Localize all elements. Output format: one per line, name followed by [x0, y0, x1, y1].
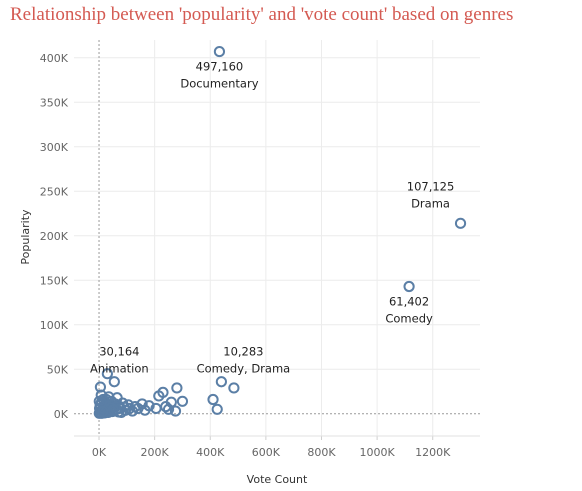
data-point: [176, 395, 189, 407]
y-tick-label: 300K: [40, 141, 69, 154]
data-label: Comedy, Drama: [197, 362, 291, 376]
data-label: Comedy: [385, 311, 433, 325]
data-point: [228, 382, 240, 394]
y-tick-label: 250K: [40, 185, 69, 198]
point-layer: [93, 45, 467, 419]
data-point: [94, 381, 107, 393]
data-point: [403, 280, 415, 293]
data-label: 10,283: [223, 345, 263, 359]
x-tick-label: 1000K: [360, 446, 396, 459]
data-label: 107,125: [407, 179, 455, 193]
data-point: [118, 401, 130, 413]
data-label: 61,402: [389, 294, 429, 308]
data-point: [102, 406, 114, 419]
x-tick-label: 1200K: [415, 446, 451, 459]
x-tick-label: 200K: [141, 446, 170, 459]
data-point: [101, 368, 113, 380]
x-tick-label: 0K: [92, 446, 107, 459]
y-axis-label: Popularity: [19, 209, 32, 265]
data-label: Drama: [411, 196, 450, 210]
y-tick-label: 400K: [40, 52, 69, 65]
data-point: [150, 402, 162, 415]
data-point: [153, 390, 165, 402]
data-point: [207, 393, 219, 406]
axis-layer: 0K 50K 100K 150K 200K 250K 300K 350K 400K 0K 200K 4…: [40, 40, 480, 459]
data-label: 497,160: [196, 60, 244, 74]
y-tick-label: 0K: [54, 408, 69, 421]
data-point: [169, 405, 182, 417]
data-label: 30,164: [99, 345, 139, 359]
data-point: [454, 217, 467, 229]
chart-title: Relationship between 'popularity' and 'v…: [10, 4, 514, 25]
data-point: [108, 376, 120, 388]
data-point: [213, 45, 226, 58]
data-point: [124, 402, 136, 415]
data-point: [211, 403, 223, 415]
grid-layer: [74, 40, 480, 436]
data-point: [129, 401, 141, 413]
data-point: [215, 376, 227, 388]
y-tick-label: 50K: [47, 363, 69, 376]
y-tick-label: 150K: [40, 274, 69, 287]
x-tick-label: 800K: [307, 446, 336, 459]
data-point: [112, 399, 124, 411]
x-axis-label: Vote Count: [247, 473, 308, 486]
data-point: [171, 382, 183, 394]
annotation-layer: 497,160 Documentary 107,125 Drama 61,402 Come…: [90, 60, 454, 376]
y-tick-label: 100K: [40, 319, 69, 332]
data-label: Animation: [90, 362, 149, 376]
x-tick-label: 600K: [252, 446, 281, 459]
data-label: Documentary: [180, 77, 258, 91]
y-tick-label: 350K: [40, 96, 69, 109]
data-point: [162, 403, 175, 415]
x-tick-label: 400K: [196, 446, 225, 459]
data-point: [97, 405, 109, 418]
data-point: [139, 404, 151, 416]
y-tick-label: 200K: [40, 230, 69, 243]
